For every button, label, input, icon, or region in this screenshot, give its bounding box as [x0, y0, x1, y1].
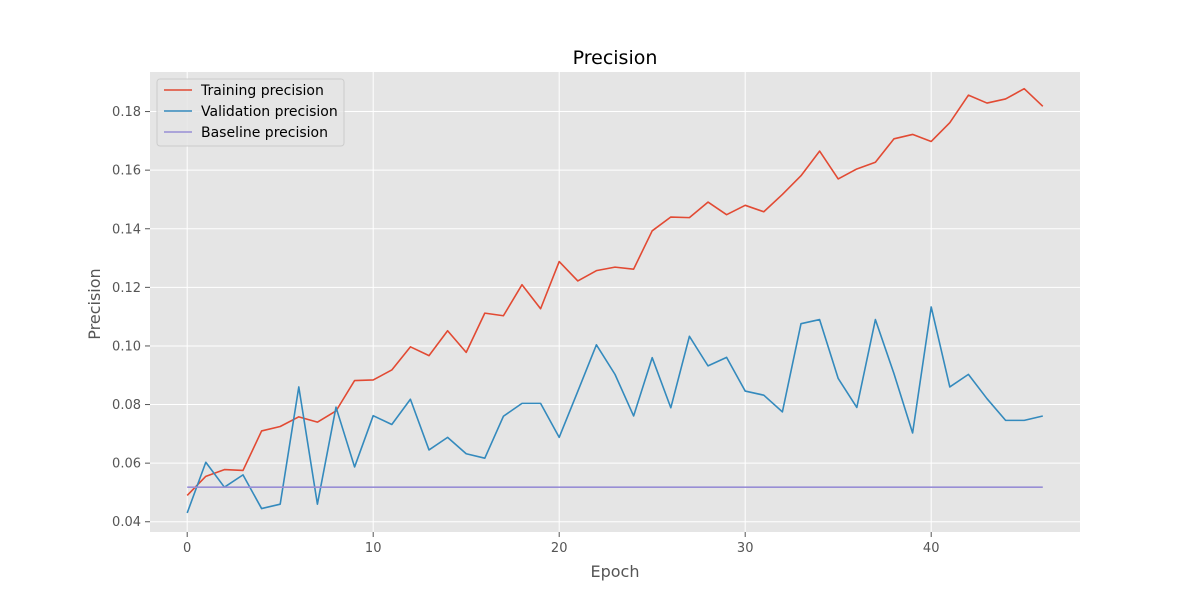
y-tick-label: 0.08 — [112, 398, 141, 413]
grid — [150, 72, 1080, 532]
y-tick-label: 0.12 — [112, 281, 141, 296]
validation-precision-line — [186, 306, 1043, 514]
y-tick-label: 0.16 — [112, 164, 141, 179]
plot-area — [150, 72, 1080, 532]
x-tick-label: 40 — [923, 541, 940, 556]
series-lines — [186, 87, 1044, 514]
y-tick-label: 0.14 — [112, 222, 141, 237]
x-tick-label: 20 — [551, 541, 568, 556]
x-tick-label: 10 — [365, 541, 382, 556]
y-axis-ticks: 0.04 0.06 0.08 0.10 0.12 0.14 0.16 0.18 — [112, 105, 150, 530]
chart-title: Precision — [573, 47, 658, 69]
x-axis-label: Epoch — [591, 562, 640, 581]
y-tick-label: 0.04 — [112, 515, 141, 530]
legend-box — [156, 78, 345, 147]
legend-label-training: Training precision — [200, 83, 324, 99]
x-tick-label: 0 — [183, 541, 191, 556]
legend: Training precision Validation precision … — [156, 78, 345, 147]
y-axis-label: Precision — [85, 268, 104, 339]
legend-label-baseline: Baseline precision — [201, 125, 328, 141]
y-tick-label: 0.06 — [112, 457, 141, 472]
training-precision-line — [186, 87, 1044, 496]
y-tick-label: 0.10 — [112, 339, 141, 354]
x-axis-ticks: 0 10 20 30 40 — [183, 532, 939, 556]
y-tick-label: 0.18 — [112, 105, 141, 120]
legend-label-validation: Validation precision — [201, 104, 338, 120]
x-tick-label: 30 — [737, 541, 754, 556]
